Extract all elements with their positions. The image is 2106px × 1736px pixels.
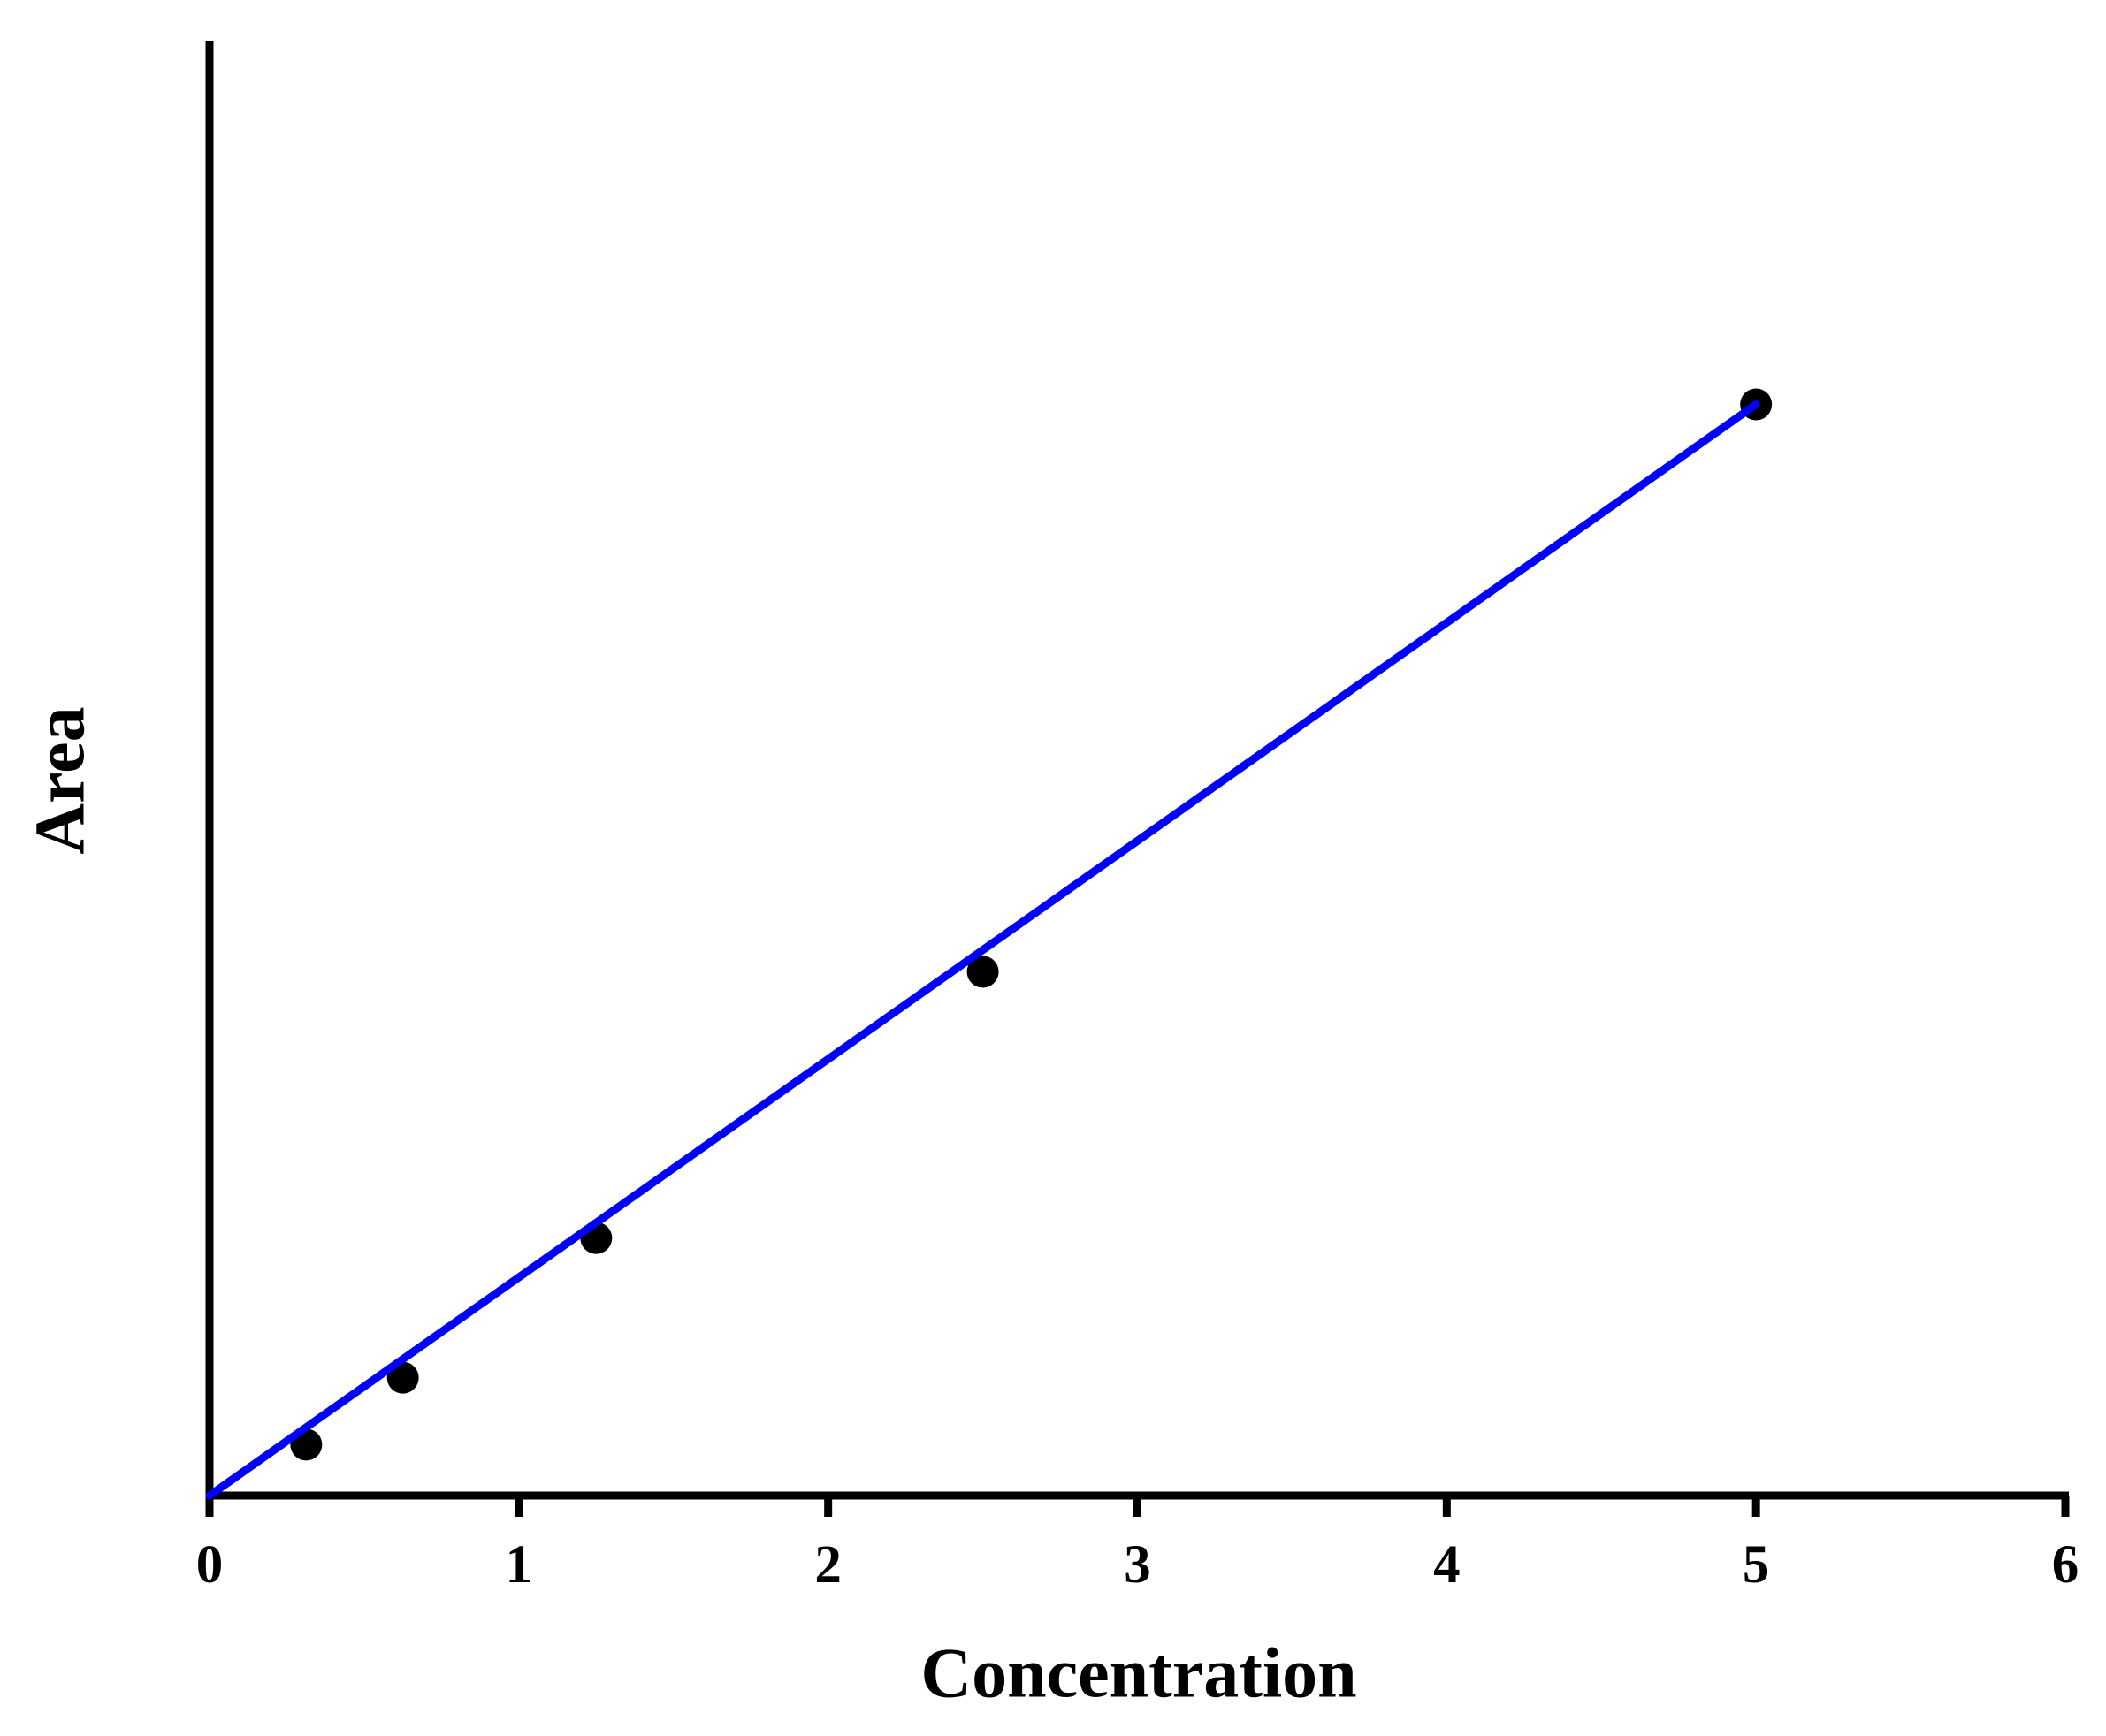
- x-tick-label: 4: [1433, 1535, 1461, 1595]
- data-point: [966, 956, 999, 988]
- x-tick-label: 1: [506, 1535, 533, 1595]
- x-tick-label: 0: [196, 1535, 224, 1595]
- x-axis-label: Concentration: [920, 1634, 1356, 1712]
- x-tick-label: 5: [1743, 1535, 1770, 1595]
- x-tick-label: 2: [814, 1535, 842, 1595]
- x-tick-label: 3: [1124, 1535, 1151, 1595]
- fit-line: [205, 400, 1760, 1500]
- x-tick-label: 6: [2052, 1535, 2079, 1595]
- data-point: [386, 1361, 419, 1394]
- y-axis-label: Area: [21, 706, 99, 854]
